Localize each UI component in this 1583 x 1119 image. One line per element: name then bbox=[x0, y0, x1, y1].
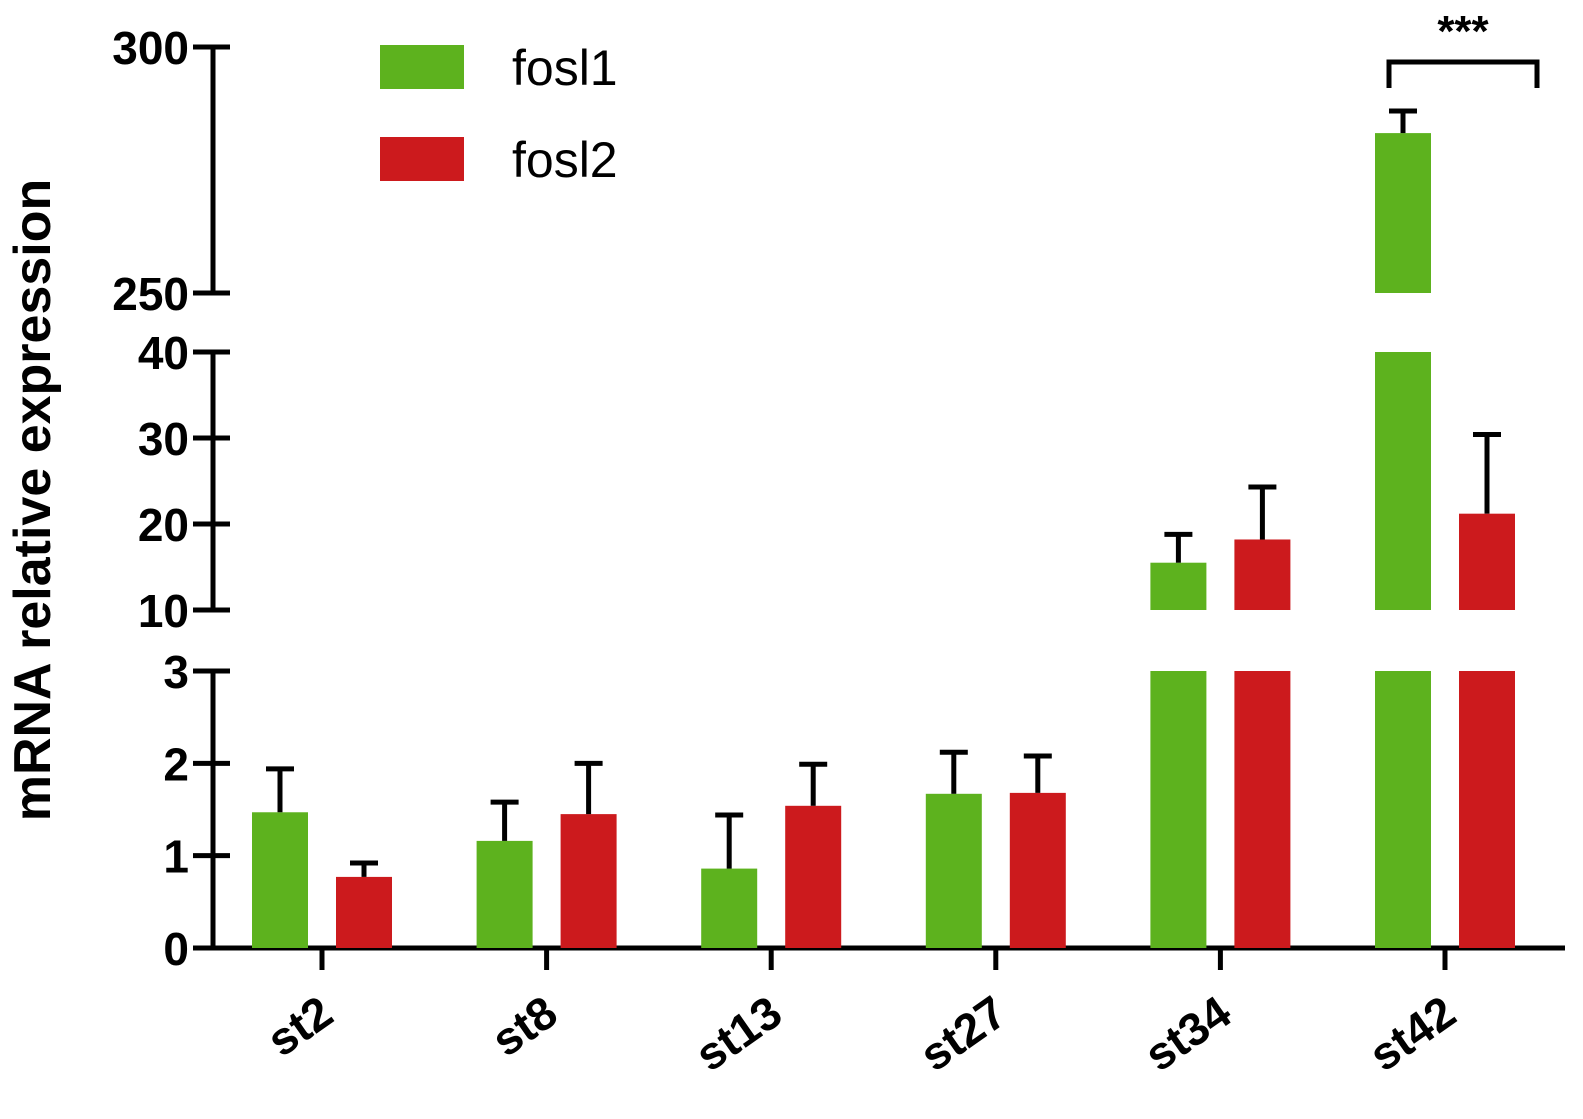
x-category-label: st27 bbox=[910, 986, 1015, 1081]
bar-fosl2-st34 bbox=[1234, 671, 1291, 948]
x-category-labels: st2 st8 st13 st27 st34 st42 bbox=[257, 985, 1464, 1081]
bar-fosl2-st13 bbox=[785, 805, 842, 948]
x-category-label: st8 bbox=[482, 986, 566, 1067]
y-tick-labels: 0 1 2 3 10 20 30 40 250 300 bbox=[112, 22, 189, 975]
legend-label-fosl1: fosl1 bbox=[512, 40, 618, 96]
bar-fosl2-st42 bbox=[1459, 671, 1515, 948]
significance-stars: *** bbox=[1437, 7, 1489, 56]
legend-swatch-fosl2 bbox=[380, 137, 464, 181]
bar-fosl2-st27 bbox=[1009, 792, 1066, 948]
error-bars bbox=[266, 108, 1501, 877]
y-tick-label: 3 bbox=[163, 646, 189, 698]
y-tick-label: 250 bbox=[112, 268, 189, 320]
legend: fosl1 fosl2 bbox=[380, 40, 618, 188]
x-category-label: st34 bbox=[1135, 985, 1241, 1081]
x-category-label: st42 bbox=[1359, 986, 1464, 1081]
y-tick-label: 2 bbox=[163, 738, 189, 790]
x-category-label: st2 bbox=[257, 986, 341, 1067]
bar-fosl1-st42 bbox=[1375, 671, 1431, 948]
bar-fosl1-st27 bbox=[925, 793, 982, 948]
bar-fosl2-st34 bbox=[1234, 539, 1291, 610]
legend-label-fosl2: fosl2 bbox=[512, 132, 618, 188]
significance-annotation: *** bbox=[1386, 7, 1540, 88]
bar-fosl1-st42 bbox=[1375, 352, 1431, 610]
bars bbox=[252, 133, 1515, 948]
y-tick-label: 1 bbox=[163, 831, 189, 883]
legend-swatch-fosl1 bbox=[380, 45, 464, 89]
bar-fosl2-st42 bbox=[1459, 513, 1515, 610]
y-tick-label: 20 bbox=[138, 499, 189, 551]
axes bbox=[193, 44, 1565, 970]
x-category-label: st13 bbox=[686, 986, 791, 1081]
bar-fosl1-st2 bbox=[252, 812, 308, 948]
bar-fosl2-st8 bbox=[560, 814, 617, 948]
y-tick-label: 0 bbox=[163, 923, 189, 975]
bar-fosl1-st42 bbox=[1375, 133, 1431, 293]
y-tick-label: 300 bbox=[112, 22, 189, 74]
y-tick-label: 10 bbox=[138, 585, 189, 637]
y-tick-label: 30 bbox=[138, 413, 189, 465]
bar-fosl2-st2 bbox=[336, 876, 392, 948]
bar-fosl1-st34 bbox=[1150, 562, 1207, 610]
bar-fosl1-st8 bbox=[476, 840, 533, 948]
bar-fosl1-st13 bbox=[701, 868, 758, 948]
y-tick-label: 40 bbox=[138, 327, 189, 379]
y-axis-label: mRNA relative expression bbox=[4, 179, 62, 822]
significance-bracket bbox=[1386, 59, 1540, 88]
bar-fosl1-st34 bbox=[1150, 671, 1207, 948]
